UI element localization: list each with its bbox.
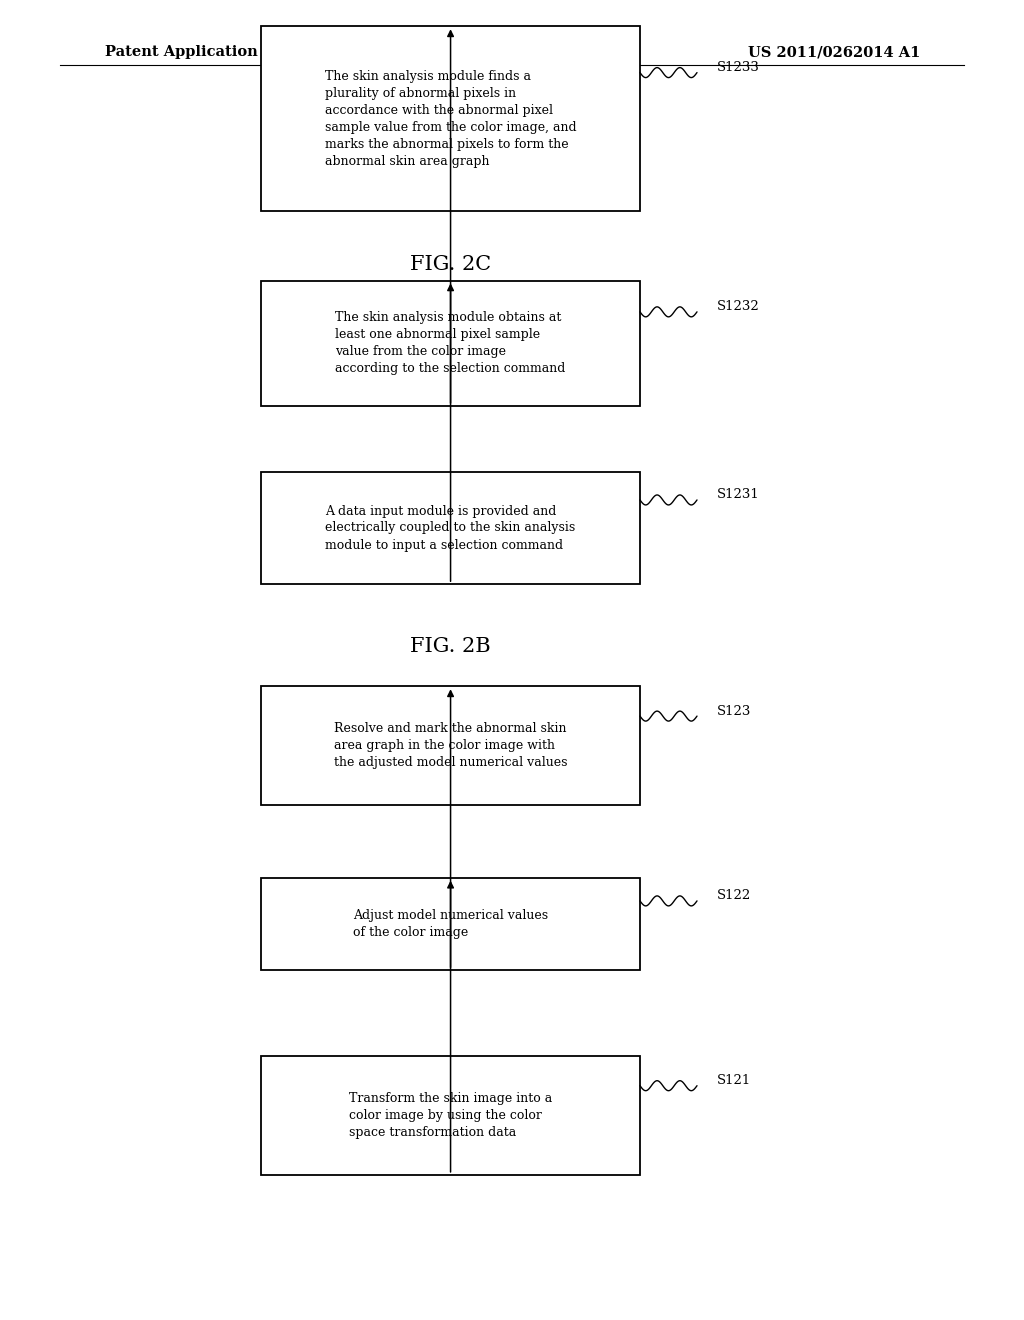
Bar — [261, 686, 640, 805]
Text: Resolve and mark the abnormal skin
area graph in the color image with
the adjust: Resolve and mark the abnormal skin area … — [334, 722, 567, 770]
Text: S1233: S1233 — [717, 61, 760, 74]
Text: S121: S121 — [717, 1074, 752, 1088]
Text: Transform the skin image into a
color image by using the color
space transformat: Transform the skin image into a color im… — [349, 1092, 552, 1139]
Text: Patent Application Publication: Patent Application Publication — [105, 45, 357, 59]
Text: US 2011/0262014 A1: US 2011/0262014 A1 — [748, 45, 920, 59]
Bar — [261, 471, 640, 583]
Text: A data input module is provided and
electrically coupled to the skin analysis
mo: A data input module is provided and elec… — [326, 504, 575, 552]
Text: FIG. 2C: FIG. 2C — [410, 255, 492, 273]
Text: S1231: S1231 — [717, 488, 760, 502]
Text: FIG. 2B: FIG. 2B — [411, 638, 490, 656]
Bar — [261, 878, 640, 970]
Text: S122: S122 — [717, 890, 752, 903]
Text: Oct. 27, 2011  Sheet 3 of 13: Oct. 27, 2011 Sheet 3 of 13 — [408, 45, 616, 59]
Text: S1232: S1232 — [717, 301, 760, 313]
Bar — [261, 1056, 640, 1175]
Text: S123: S123 — [717, 705, 752, 718]
Bar — [261, 281, 640, 407]
Bar — [261, 26, 640, 211]
Text: Adjust model numerical values
of the color image: Adjust model numerical values of the col… — [353, 909, 548, 939]
Text: The skin analysis module finds a
plurality of abnormal pixels in
accordance with: The skin analysis module finds a plurali… — [325, 70, 577, 168]
Text: The skin analysis module obtains at
least one abnormal pixel sample
value from t: The skin analysis module obtains at leas… — [336, 312, 565, 375]
